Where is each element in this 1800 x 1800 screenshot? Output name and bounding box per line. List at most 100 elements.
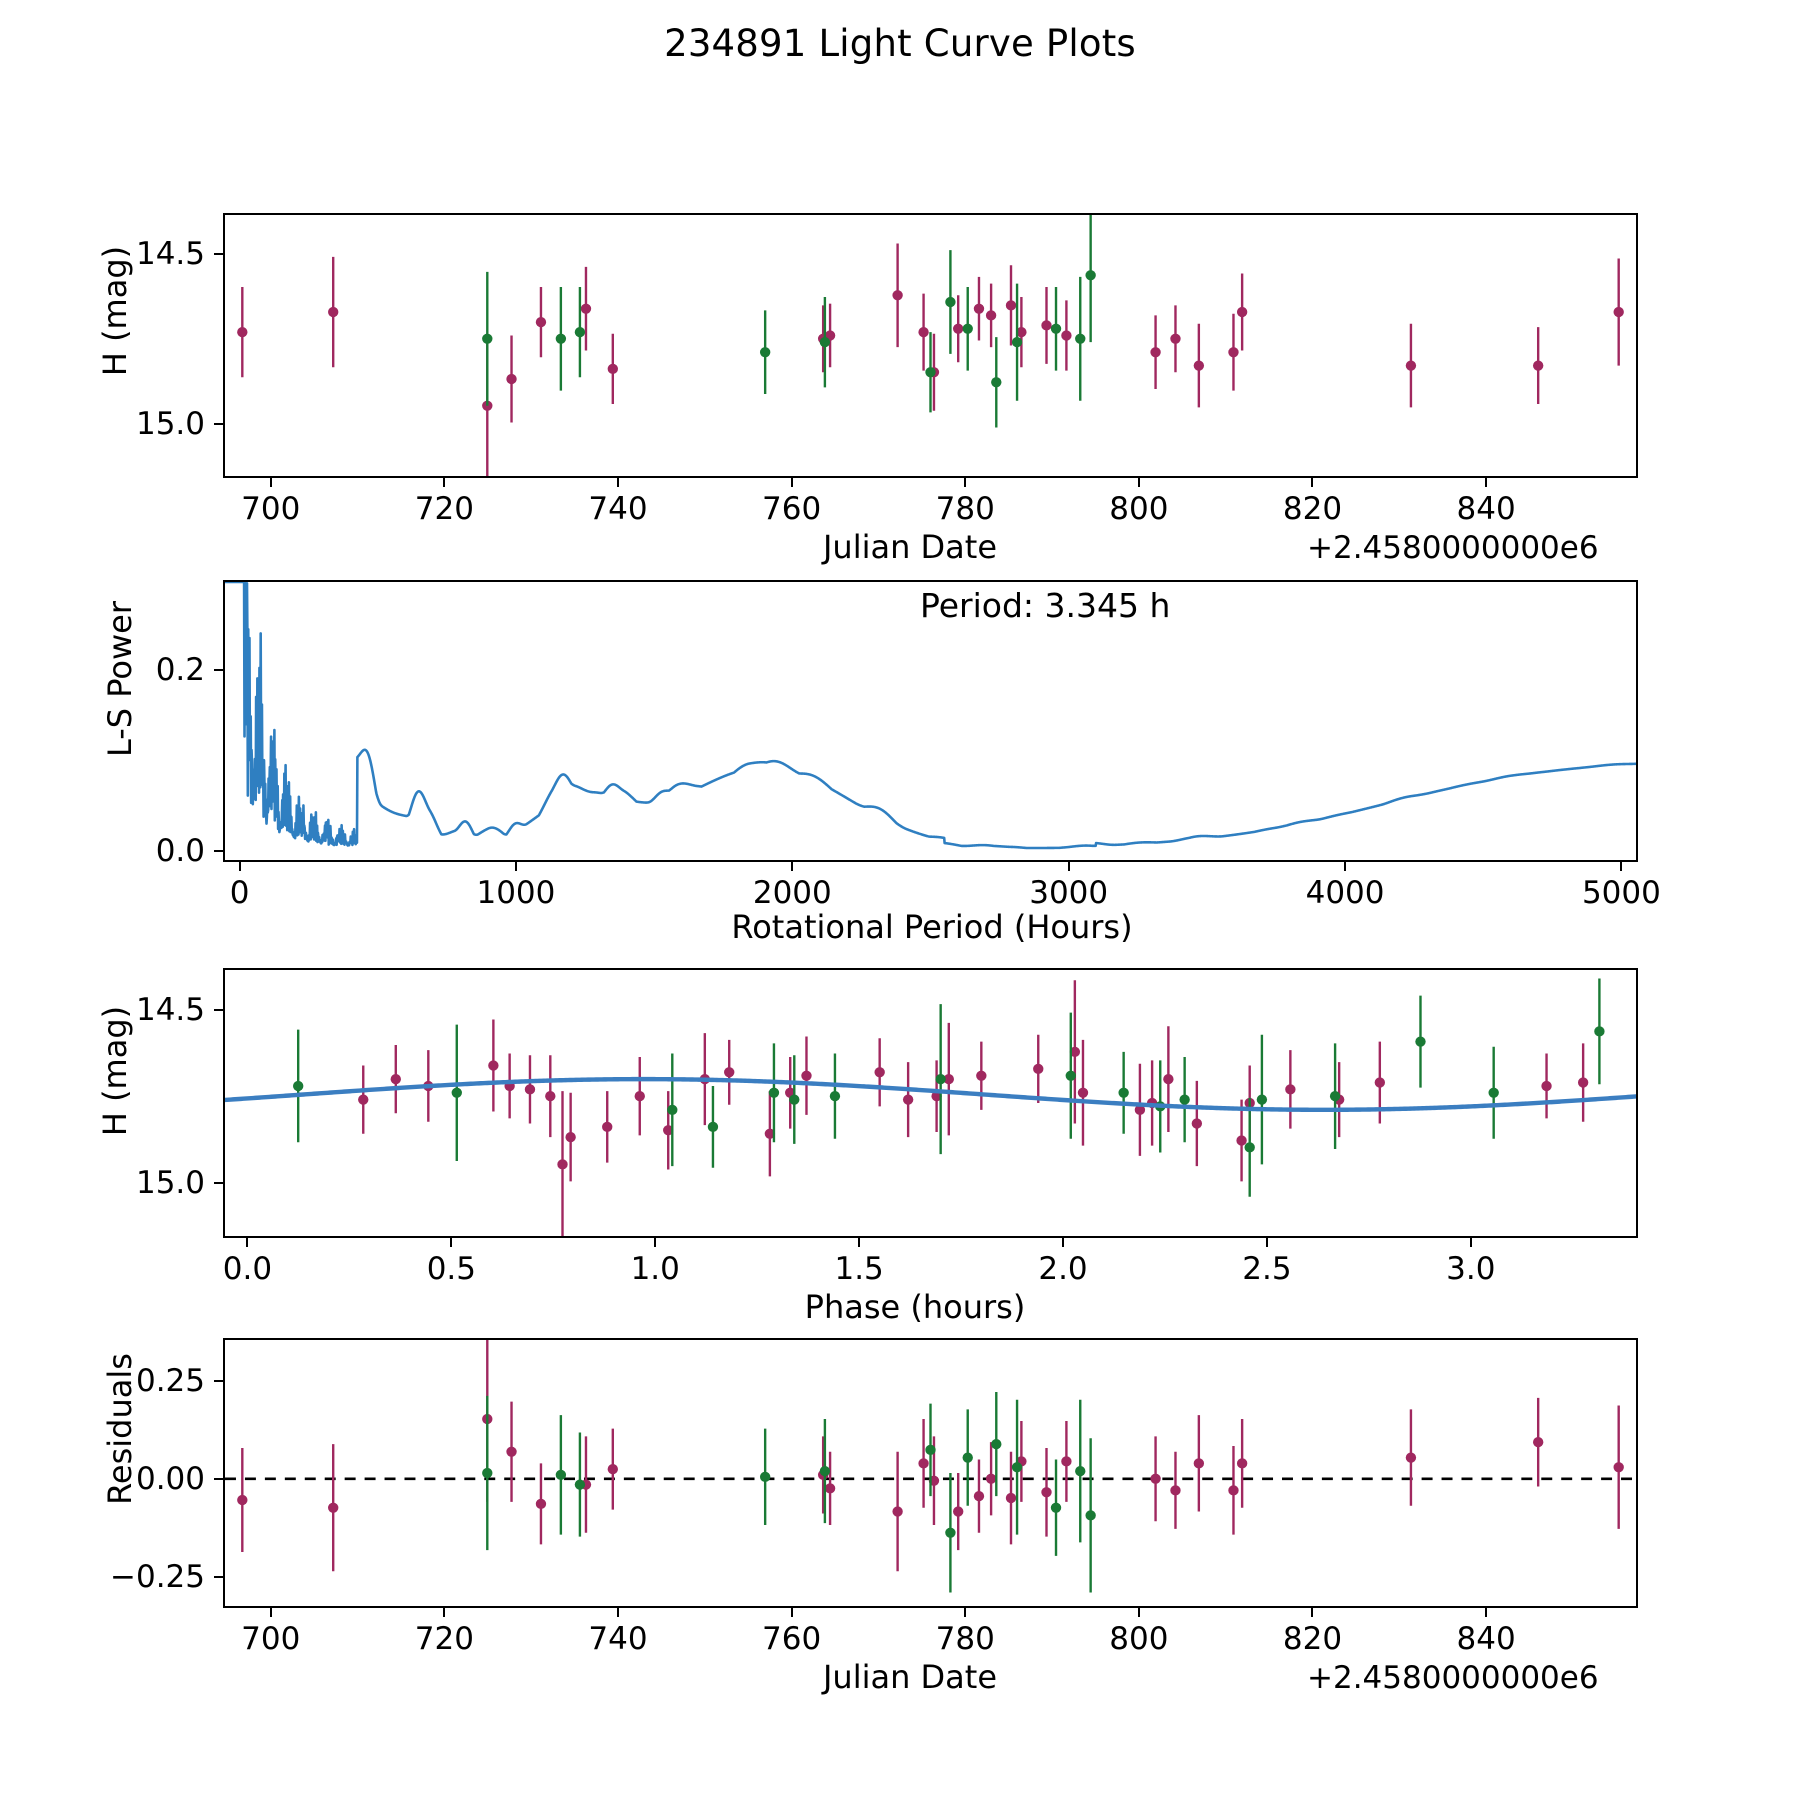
- x-tick-label: 820: [1282, 1621, 1343, 1657]
- x-tick-label: 760: [762, 491, 822, 527]
- x-tick-mark: [964, 478, 967, 487]
- x-tick-mark: [790, 1608, 793, 1617]
- x-tick-label: 1.0: [630, 1251, 680, 1287]
- data-point: [935, 1074, 946, 1085]
- data-point: [237, 1494, 248, 1506]
- x-tick-label: 840: [1456, 1621, 1516, 1657]
- x-tick-mark: [790, 478, 793, 487]
- data-point: [574, 1479, 586, 1490]
- data-point: [1011, 1462, 1023, 1473]
- data-point: [768, 1087, 780, 1098]
- data-point: [973, 303, 985, 314]
- data-point: [358, 1094, 369, 1105]
- data-point: [985, 1473, 997, 1484]
- x-tick-mark: [269, 1608, 272, 1617]
- data-point: [328, 306, 339, 318]
- data-point: [1179, 1094, 1190, 1105]
- data-point: [1236, 306, 1248, 318]
- data-point: [663, 1125, 674, 1136]
- data-point: [293, 1080, 304, 1092]
- data-point: [1134, 1104, 1146, 1115]
- data-point: [991, 377, 1002, 388]
- x-tick-mark: [1485, 1608, 1488, 1617]
- residuals-plot-area: [225, 1340, 1636, 1606]
- x-offset-text-lightcurve: +2.4580000000e6: [1307, 530, 1599, 566]
- x-tick-label: 3000: [1029, 875, 1109, 911]
- data-point: [1085, 270, 1096, 281]
- series-series_b: [482, 215, 1096, 428]
- data-point: [1228, 347, 1239, 358]
- x-tick-mark: [616, 478, 619, 487]
- data-point: [1228, 1485, 1239, 1496]
- x-tick-label: 720: [414, 491, 474, 527]
- x-tick-mark: [1265, 1238, 1268, 1247]
- x-tick-label: 0.5: [426, 1251, 476, 1287]
- data-point: [724, 1067, 735, 1078]
- data-point: [1415, 1036, 1426, 1047]
- data-point: [1256, 1094, 1268, 1105]
- data-point: [1613, 306, 1624, 318]
- y-tick-mark: [214, 1008, 223, 1011]
- data-point: [1075, 1465, 1086, 1477]
- data-point: [925, 367, 936, 378]
- axis-label-x-periodogram: Rotational Period (Hours): [731, 908, 1133, 946]
- data-point: [555, 333, 567, 344]
- data-point: [1613, 1462, 1624, 1473]
- y-tick-mark: [214, 669, 223, 672]
- phase-plot-area: [225, 970, 1636, 1236]
- x-tick-label: 740: [588, 491, 648, 527]
- data-point: [1405, 360, 1417, 371]
- data-point: [764, 1128, 776, 1139]
- x-tick-mark: [443, 478, 446, 487]
- data-point: [482, 333, 493, 344]
- data-point: [962, 323, 973, 334]
- x-tick-label: 780: [935, 491, 995, 527]
- data-point: [557, 1159, 568, 1170]
- y-tick-label: 0.25: [135, 1363, 205, 1400]
- x-tick-mark: [791, 862, 794, 871]
- data-point: [1191, 1118, 1203, 1129]
- data-point: [991, 1438, 1002, 1450]
- data-point: [1011, 337, 1023, 348]
- data-point: [1285, 1084, 1296, 1095]
- data-point: [667, 1104, 678, 1115]
- data-point: [634, 1091, 645, 1102]
- x-tick-mark: [269, 478, 272, 487]
- data-point: [451, 1087, 462, 1098]
- data-point: [918, 1458, 929, 1469]
- panel-phase-folded: [223, 968, 1638, 1238]
- x-tick-label: 700: [241, 491, 301, 527]
- data-point: [1005, 300, 1017, 311]
- axis-label-y-lightcurve: H (mag): [96, 245, 134, 377]
- data-point: [918, 326, 929, 338]
- data-point: [1577, 1077, 1589, 1088]
- panel-periodogram: [223, 580, 1638, 862]
- y-tick-label: 0.2: [155, 652, 205, 689]
- data-point: [607, 363, 618, 375]
- axis-label-y-residuals: Residuals: [101, 1353, 139, 1505]
- data-point: [1236, 1135, 1247, 1146]
- data-point: [1193, 360, 1205, 371]
- periodogram-plot-area: [225, 582, 1636, 860]
- x-tick-mark: [450, 1238, 453, 1247]
- series-series_b: [293, 978, 1605, 1197]
- periodogram-line: [225, 582, 1636, 850]
- data-point: [1075, 333, 1086, 344]
- data-point: [931, 1091, 942, 1102]
- y-tick-label: 14.5: [135, 235, 205, 272]
- sinusoid-fit-line: [225, 1076, 1636, 1113]
- panel-lightcurve: [223, 213, 1638, 478]
- series-series_a: [237, 1340, 1624, 1572]
- data-point: [565, 1131, 576, 1143]
- x-tick-label: 2.5: [1242, 1251, 1292, 1287]
- data-point: [1236, 1458, 1248, 1469]
- x-tick-label: 800: [1109, 1621, 1169, 1657]
- data-point: [945, 296, 956, 308]
- data-point: [535, 316, 547, 328]
- data-point: [759, 1471, 771, 1482]
- x-tick-mark: [246, 1238, 249, 1247]
- data-point: [1050, 323, 1062, 334]
- series-series_b: [482, 1392, 1096, 1593]
- data-point: [829, 1091, 841, 1102]
